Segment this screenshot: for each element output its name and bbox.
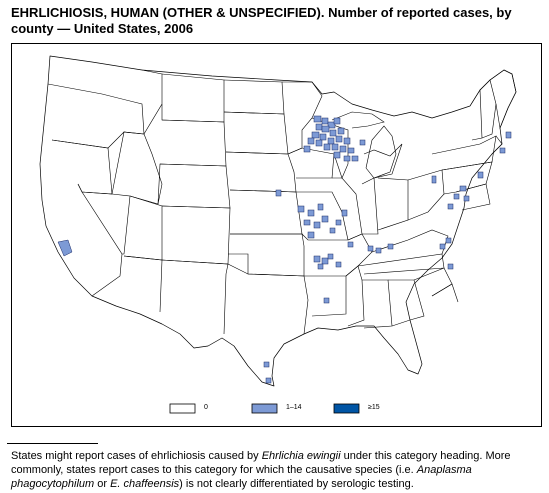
us-county-map [39,55,517,414]
county-nj-1 [477,171,484,179]
county-wi-3 [327,121,336,129]
county-mo-8 [329,227,336,234]
county-wi-10 [319,133,327,141]
county-va-1 [453,193,460,200]
footnote: States might report cases of ehrlichiosi… [11,449,545,491]
county-wi-17 [339,145,347,153]
county-ca-1 [57,239,73,257]
county-ma-1 [505,131,512,139]
county-wi-14 [315,139,323,147]
footnote-rule [7,443,98,444]
legend-label-high: ≥15 [368,404,380,411]
county-la-1 [323,297,330,304]
reported-counties [57,115,512,384]
county-mo-3 [317,203,324,211]
footnote-species-1: Ehrlichia ewingii [261,450,341,462]
county-ar-5 [335,261,342,268]
county-wi-12 [335,135,343,143]
county-nc-2 [439,243,446,250]
legend-swatch-high [333,403,360,414]
footnote-text-3: or [94,478,111,490]
county-mo-1 [297,205,305,213]
county-wi-19 [333,151,341,159]
county-wi-20 [343,155,351,162]
county-ny-1 [499,147,506,154]
legend-label-low: 1–14 [286,404,302,411]
county-wi-21 [351,155,359,162]
county-il-1 [341,209,348,217]
county-wi-9 [311,131,320,139]
county-tn-3 [387,243,394,250]
county-wi-6 [321,125,330,133]
county-mo-4 [303,219,311,226]
county-nc-1 [445,237,452,244]
county-mo-5 [313,221,321,229]
county-ar-2 [321,257,329,265]
legend-label-zero: 0 [204,404,208,411]
footnote-species-3: E. chaffeensis [110,478,180,490]
county-wi-16 [331,143,339,151]
county-mo-2 [307,209,315,217]
county-il-2 [335,219,342,226]
state-lines [47,69,517,335]
legend-labels: 0 1–14 ≥15 [12,401,541,417]
county-tn-2 [375,247,382,254]
county-tn-1 [367,245,374,252]
county-ar-3 [327,253,334,260]
county-wi-5 [315,123,323,131]
county-va-2 [447,203,454,210]
state-boundaries [39,55,517,387]
county-wi-15 [323,143,331,151]
footnote-text-1: States might report cases of ehrlichiosi… [11,450,262,462]
county-pa-1 [431,175,437,184]
map-title: EHRLICHIOSIS, HUMAN (OTHER & UNSPECIFIED… [11,5,512,36]
county-wi-4 [333,117,341,125]
county-wi-13 [343,137,351,145]
county-md-1 [459,185,467,192]
county-ar-4 [317,263,324,270]
county-mn-1 [307,137,315,145]
county-tx-2 [265,377,272,384]
great-lakes [331,111,397,179]
county-mn-2 [303,145,311,153]
legend-swatch-low [251,403,278,414]
county-md-2 [463,195,470,202]
footnote-text-4: ) is not clearly differentiated by serol… [179,478,414,490]
county-wi-18 [347,147,355,154]
county-wi-1 [313,115,322,123]
county-mo-6 [321,215,329,223]
county-ks-1 [275,189,282,197]
county-ar-1 [313,255,321,263]
county-mo-7 [307,231,315,239]
county-nc-3 [447,263,454,270]
footnote-species-2: Anaplasma phagocytophilum [11,464,472,490]
county-wi-2 [321,117,329,125]
county-wi-7 [329,129,337,137]
county-wi-8 [337,127,345,135]
county-wi-11 [327,137,335,145]
county-il-3 [347,241,354,248]
map-panel: 0 1–14 ≥15 [11,43,542,427]
footnote-text-2: under this category heading. More common… [11,450,511,476]
legend-swatch-zero [169,403,196,414]
us-outline [39,55,517,387]
legend [169,403,360,414]
county-tx-1 [263,361,270,368]
county-mi-1 [359,139,366,146]
